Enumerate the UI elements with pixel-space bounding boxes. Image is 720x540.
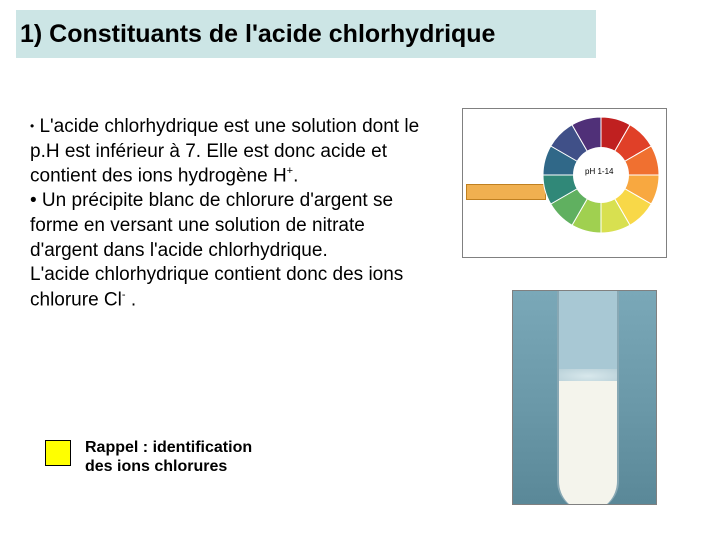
callout-line2: des ions chlorures <box>85 458 227 475</box>
para2: • Un précipite blanc de chlorure d'argen… <box>30 190 393 260</box>
test-tube-image <box>512 290 657 505</box>
ph-test-strip <box>466 184 546 200</box>
ph-indicator-image: pH 1-14 <box>462 108 667 258</box>
body-paragraphs: • L'acide chlorhydrique est une solution… <box>30 115 435 313</box>
ph-wheel-label: pH 1-14 <box>585 167 613 176</box>
para1-a: L'acide chlorhydrique est une solution d… <box>30 116 419 187</box>
section-title: 1) Constituants de l'acide chlorhydrique <box>20 20 495 49</box>
callout-text: Rappel : identification des ions chlorur… <box>85 438 345 476</box>
bullet-icon: • <box>30 119 34 133</box>
section-title-bar: 1) Constituants de l'acide chlorhydrique <box>16 10 596 58</box>
tube-precipitate <box>559 381 617 505</box>
callout-color-box <box>45 440 71 466</box>
callout-line1: Rappel : identification <box>85 439 252 456</box>
para3-a: L'acide chlorhydrique contient donc des … <box>30 264 403 310</box>
para3-b: . <box>126 289 137 310</box>
test-tube <box>557 291 619 505</box>
para1-b: . <box>293 166 298 187</box>
